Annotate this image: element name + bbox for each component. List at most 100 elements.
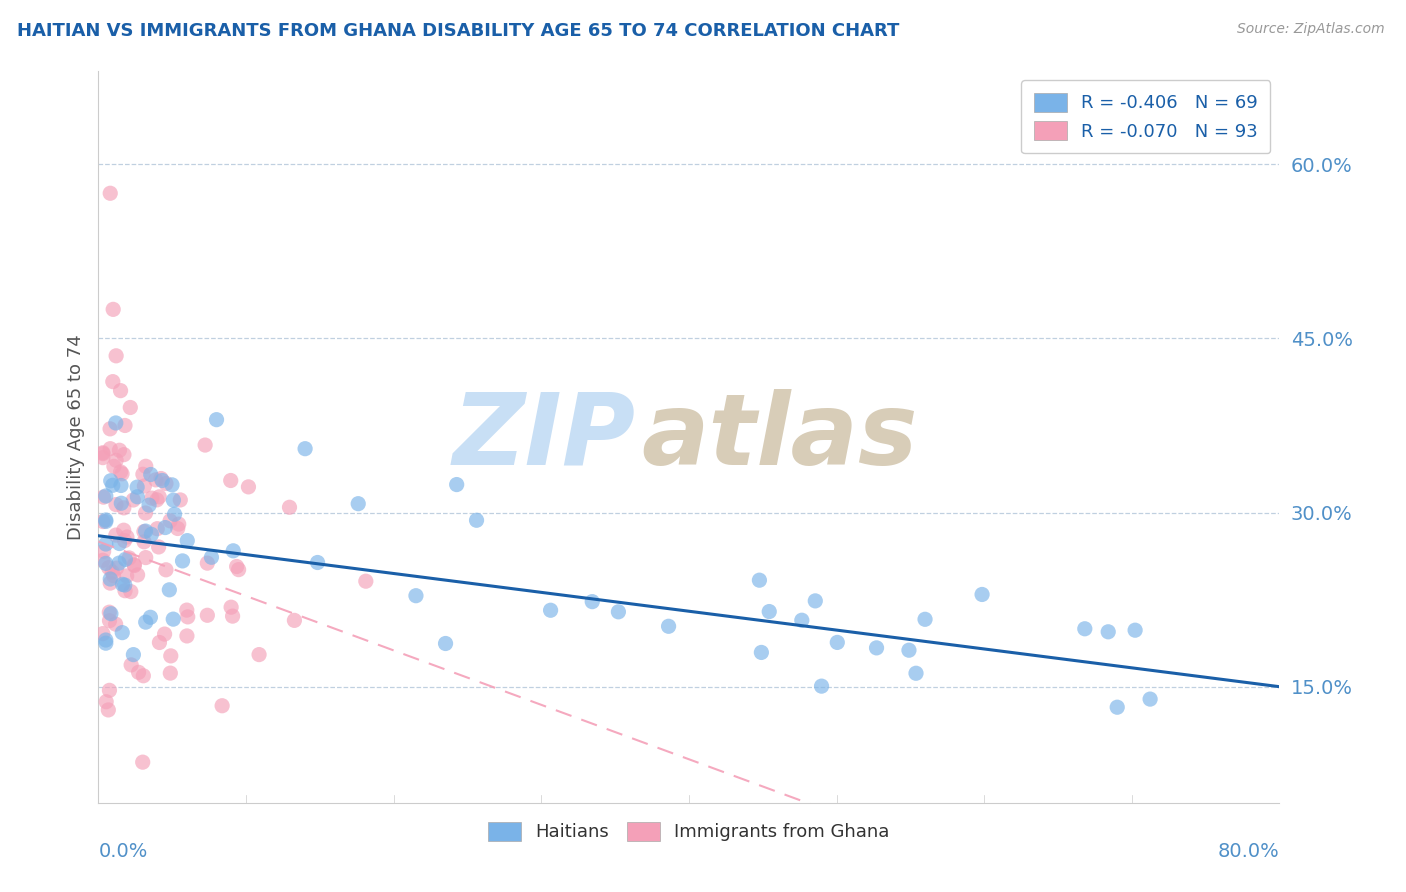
Point (98, 614, 121, 628)
Point (607, 605, 630, 619)
Point (163, 508, 186, 522)
Point (94, 633, 117, 648)
Point (93, 490, 115, 504)
Point (278, 500, 301, 515)
Point (810, 679, 832, 693)
Text: 0.0%: 0.0% (98, 842, 148, 861)
Point (108, 556, 131, 570)
Point (159, 666, 181, 681)
Point (100, 607, 122, 621)
Point (110, 465, 132, 479)
Point (153, 627, 176, 641)
Point (134, 506, 156, 520)
Point (124, 558, 146, 573)
Point (897, 643, 920, 657)
Point (195, 556, 218, 570)
Point (146, 492, 169, 507)
Point (347, 497, 370, 511)
Point (101, 375, 124, 389)
Point (98, 576, 121, 591)
Point (155, 476, 177, 491)
Point (132, 467, 155, 482)
Point (804, 594, 827, 608)
Point (128, 665, 150, 680)
Point (112, 448, 135, 462)
Point (114, 578, 136, 592)
Text: Source: ZipAtlas.com: Source: ZipAtlas.com (1237, 22, 1385, 37)
Point (172, 554, 194, 568)
Point (91, 553, 114, 567)
Point (94, 636, 117, 650)
Point (98, 605, 121, 619)
Point (1097, 624, 1119, 639)
Point (114, 533, 136, 548)
Point (134, 479, 156, 493)
Point (169, 492, 191, 507)
Point (127, 567, 149, 582)
Point (155, 520, 177, 534)
Point (354, 574, 377, 589)
Point (658, 619, 681, 633)
Point (166, 521, 188, 535)
Point (111, 625, 134, 640)
Point (91, 515, 114, 529)
Point (162, 493, 184, 508)
Point (141, 491, 163, 505)
Point (103, 302, 125, 317)
Point (91, 447, 114, 461)
Point (176, 629, 198, 643)
Point (405, 589, 427, 603)
Text: ZIP: ZIP (453, 389, 636, 485)
Point (194, 438, 217, 452)
Point (139, 467, 162, 482)
Point (105, 453, 128, 467)
Point (94, 557, 117, 571)
Point (135, 615, 157, 629)
Point (112, 500, 135, 515)
Point (108, 536, 131, 550)
Point (104, 528, 127, 542)
Point (91, 446, 114, 460)
Point (581, 594, 603, 608)
Point (127, 490, 149, 504)
Point (135, 550, 157, 565)
Point (155, 563, 177, 577)
Point (146, 522, 169, 536)
Point (112, 523, 135, 537)
Point (228, 563, 250, 577)
Point (751, 645, 773, 659)
Point (157, 582, 180, 597)
Point (114, 552, 136, 566)
Point (132, 669, 155, 683)
Point (748, 573, 770, 587)
Point (103, 568, 125, 582)
Point (145, 473, 167, 487)
Point (118, 551, 141, 566)
Point (94, 489, 117, 503)
Point (115, 530, 138, 544)
Point (132, 524, 155, 539)
Point (122, 558, 145, 572)
Point (93, 544, 115, 558)
Point (141, 527, 163, 541)
Point (94, 513, 117, 527)
Point (914, 612, 936, 626)
Point (790, 613, 813, 627)
Point (120, 657, 142, 672)
Text: 80.0%: 80.0% (1218, 842, 1279, 861)
Point (225, 559, 247, 574)
Point (465, 513, 488, 527)
Point (150, 471, 173, 485)
Point (115, 569, 138, 583)
Point (104, 617, 127, 632)
Point (103, 459, 125, 474)
Point (177, 610, 200, 624)
Point (110, 384, 132, 398)
Point (98, 186, 121, 201)
Point (98, 683, 121, 698)
Point (150, 474, 173, 488)
Point (176, 533, 198, 548)
Point (96, 695, 118, 709)
Point (139, 610, 162, 624)
Point (135, 459, 157, 474)
